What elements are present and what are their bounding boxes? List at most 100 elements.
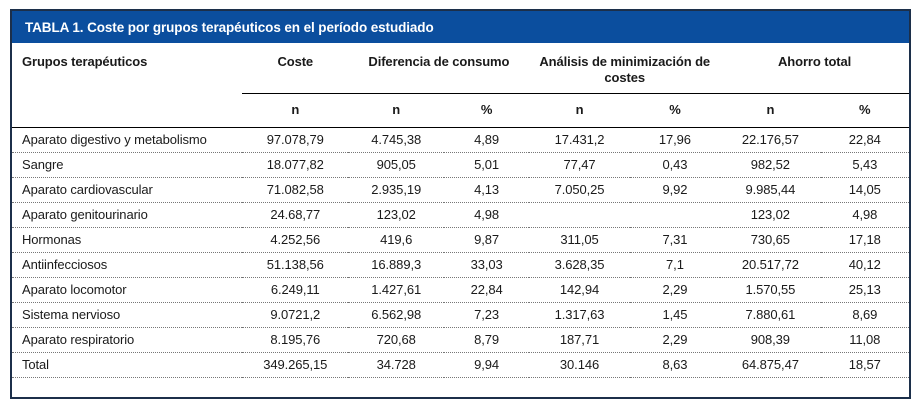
cell-analisis-pct: 17,96	[629, 127, 721, 153]
table-row: Aparato cardiovascular 71.082,58 2.935,1…	[12, 177, 909, 203]
cell-ahorro-n: 9.985,44	[720, 177, 821, 203]
row-label: Hormonas	[12, 227, 243, 253]
cell-analisis-n: 311,05	[529, 227, 630, 253]
table-row: Antiinfecciosos 51.138,56 16.889,3 33,03…	[12, 252, 909, 278]
row-label-total: Total	[12, 352, 243, 378]
cell-analisis-n: 77,47	[529, 152, 630, 178]
cell-analisis-n: 17.431,2	[529, 127, 630, 153]
cell-ahorro-n: 64.875,47	[720, 352, 821, 378]
cell-ahorro-pct: 17,18	[820, 227, 909, 253]
cell-analisis-n: 142,94	[529, 277, 630, 303]
subheader-analisis-pct: %	[629, 93, 721, 128]
table-row: Hormonas 4.252,56 419,6 9,87 311,05 7,31…	[12, 227, 909, 253]
cell-ahorro-n: 7.880,61	[720, 302, 821, 328]
cell-coste-n: 18.077,82	[242, 152, 349, 178]
cell-diferencia-n: 720,68	[348, 327, 444, 353]
cell-diferencia-pct: 22,84	[443, 277, 530, 303]
subheader-analisis-n: n	[529, 93, 630, 128]
cell-ahorro-n: 982,52	[720, 152, 821, 178]
subheader-diferencia-pct: %	[443, 93, 530, 128]
cell-coste-n: 24.68,77	[242, 202, 349, 228]
cell-analisis-pct: 9,92	[629, 177, 721, 203]
cell-diferencia-n: 123,02	[348, 202, 444, 228]
cell-analisis-pct: 0,43	[629, 152, 721, 178]
table-row: Sistema nervioso 9.0721,2 6.562,98 7,23 …	[12, 302, 909, 328]
cell-diferencia-n: 4.745,38	[348, 127, 444, 153]
cell-diferencia-pct: 4,98	[443, 202, 530, 228]
cell-analisis-pct: 7,31	[629, 227, 721, 253]
column-group-coste: Coste	[242, 43, 349, 94]
cell-ahorro-n: 908,39	[720, 327, 821, 353]
cell-ahorro-pct: 22,84	[820, 127, 909, 153]
row-label: Aparato locomotor	[12, 277, 243, 303]
cell-coste-n: 8.195,76	[242, 327, 349, 353]
cell-ahorro-n: 1.570,55	[720, 277, 821, 303]
cell-diferencia-pct: 33,03	[443, 252, 530, 278]
cell-diferencia-pct: 4,89	[443, 127, 530, 153]
cell-ahorro-pct: 14,05	[820, 177, 909, 203]
table-row: Aparato digestivo y metabolismo 97.078,7…	[12, 127, 909, 153]
cell-diferencia-pct: 8,79	[443, 327, 530, 353]
cell-diferencia-n: 6.562,98	[348, 302, 444, 328]
column-group-diferencia-de-consumo: Diferencia de consumo	[348, 43, 530, 94]
cell-coste-n: 51.138,56	[242, 252, 349, 278]
cell-analisis-pct: 7,1	[629, 252, 721, 278]
table-row: Aparato locomotor 6.249,11 1.427,61 22,8…	[12, 277, 909, 303]
cell-coste-n: 4.252,56	[242, 227, 349, 253]
cell-diferencia-pct: 4,13	[443, 177, 530, 203]
cell-analisis-n: 3.628,35	[529, 252, 630, 278]
cell-ahorro-pct: 4,98	[820, 202, 909, 228]
cell-diferencia-n: 34.728	[348, 352, 444, 378]
cell-coste-n: 349.265,15	[242, 352, 349, 378]
row-label: Aparato genitourinario	[12, 202, 243, 228]
cell-diferencia-n: 16.889,3	[348, 252, 444, 278]
column-group-ahorro-total: Ahorro total	[720, 43, 909, 94]
cell-analisis-pct	[629, 202, 721, 228]
cell-ahorro-n: 123,02	[720, 202, 821, 228]
subheader-ahorro-n: n	[720, 93, 821, 128]
cell-analisis-n: 187,71	[529, 327, 630, 353]
cell-diferencia-n: 1.427,61	[348, 277, 444, 303]
row-label: Sangre	[12, 152, 243, 178]
cell-analisis-n: 1.317,63	[529, 302, 630, 328]
cell-diferencia-n: 2.935,19	[348, 177, 444, 203]
cell-ahorro-n: 20.517,72	[720, 252, 821, 278]
cell-coste-n: 71.082,58	[242, 177, 349, 203]
subheader-coste-n: n	[242, 93, 349, 128]
cell-diferencia-n: 419,6	[348, 227, 444, 253]
cell-ahorro-pct: 11,08	[820, 327, 909, 353]
cell-analisis-n: 30.146	[529, 352, 630, 378]
subheader-ahorro-pct: %	[820, 93, 909, 128]
cell-ahorro-pct: 40,12	[820, 252, 909, 278]
table-row-total: Total 349.265,15 34.728 9,94 30.146 8,63…	[12, 352, 909, 378]
cell-ahorro-pct: 25,13	[820, 277, 909, 303]
column-header-grupos-terapeuticos: Grupos terapéuticos	[12, 43, 243, 128]
table-container: TABLA 1. Coste por grupos terapéuticos e…	[10, 9, 911, 399]
cell-diferencia-pct: 7,23	[443, 302, 530, 328]
cell-ahorro-n: 22.176,57	[720, 127, 821, 153]
cell-ahorro-pct: 18,57	[820, 352, 909, 378]
cell-analisis-pct: 2,29	[629, 327, 721, 353]
table-row: Aparato respiratorio 8.195,76 720,68 8,7…	[12, 327, 909, 353]
cell-diferencia-pct: 5,01	[443, 152, 530, 178]
cell-ahorro-pct: 8,69	[820, 302, 909, 328]
column-group-analisis-minimizacion-costes: Análisis de minimización de costes	[529, 43, 721, 94]
table-title-bar: TABLA 1. Coste por grupos terapéuticos e…	[12, 11, 909, 43]
table-row: Aparato genitourinario 24.68,77 123,02 4…	[12, 202, 909, 228]
subheader-diferencia-n: n	[348, 93, 444, 128]
cell-analisis-pct: 8,63	[629, 352, 721, 378]
cell-diferencia-pct: 9,87	[443, 227, 530, 253]
cell-coste-n: 9.0721,2	[242, 302, 349, 328]
cell-diferencia-n: 905,05	[348, 152, 444, 178]
row-label: Aparato cardiovascular	[12, 177, 243, 203]
cell-diferencia-pct: 9,94	[443, 352, 530, 378]
group-header-row: Grupos terapéuticos Coste Diferencia de …	[12, 43, 909, 128]
cost-table: Grupos terapéuticos Coste Diferencia de …	[12, 43, 909, 378]
cell-analisis-pct: 1,45	[629, 302, 721, 328]
row-label: Antiinfecciosos	[12, 252, 243, 278]
cell-coste-n: 97.078,79	[242, 127, 349, 153]
table-row: Sangre 18.077,82 905,05 5,01 77,47 0,43 …	[12, 152, 909, 178]
cell-ahorro-n: 730,65	[720, 227, 821, 253]
cell-analisis-pct: 2,29	[629, 277, 721, 303]
subheader-row: n n % n % n %	[12, 93, 909, 128]
